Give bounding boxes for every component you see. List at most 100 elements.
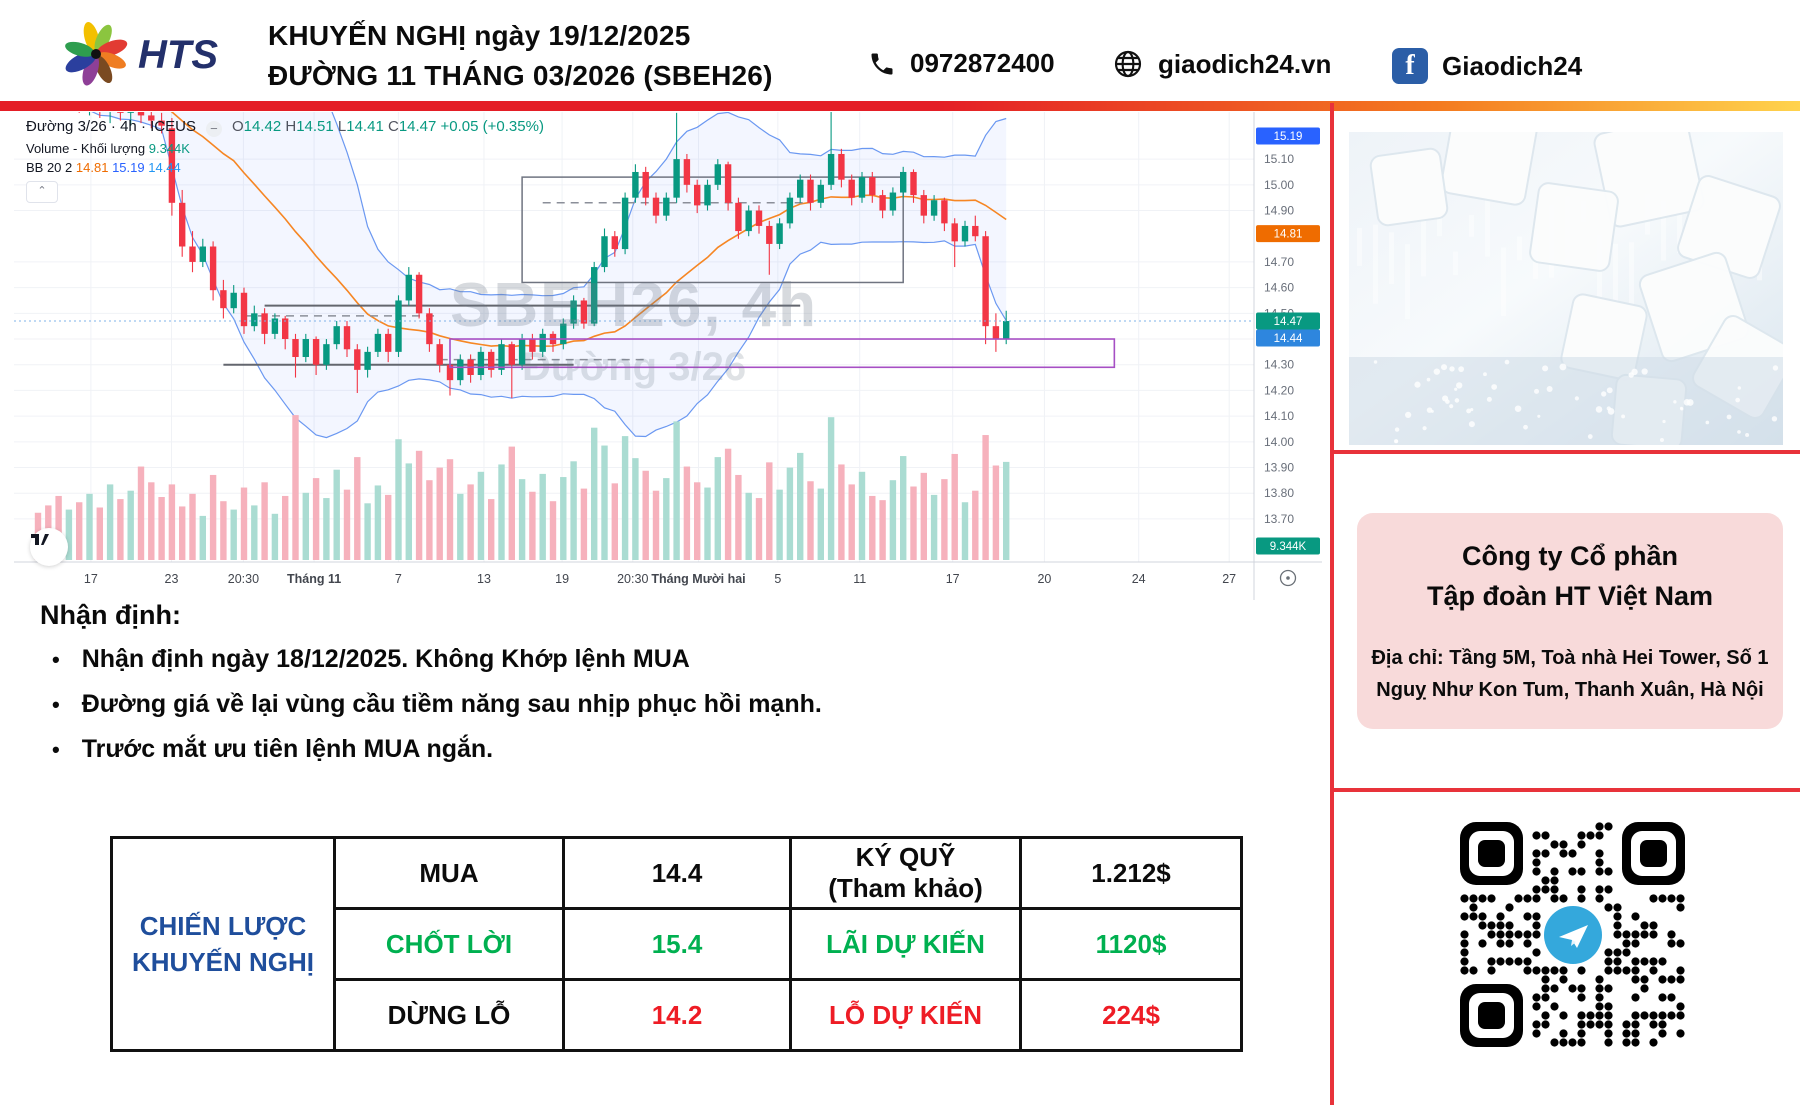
ohlc-low-value: 14.41: [346, 118, 384, 135]
analysis-bullet-2: Đường giá về lại vùng cầu tiềm năng sau …: [52, 690, 1300, 719]
svg-text:13.80: 13.80: [1264, 486, 1294, 500]
strategy-line1: CHIẾN LƯỢC: [139, 911, 307, 941]
svg-text:Tháng 11: Tháng 11: [287, 572, 341, 586]
strategy-header-cell: CHIẾN LƯỢC KHUYẾN NGHỊ: [110, 836, 336, 1052]
facebook-name: Giaodich24: [1442, 50, 1583, 81]
symbol-title: Đường 3/26 · 4h · ICEUS: [26, 118, 196, 135]
take-profit-label-cell: CHỐT LỜI: [333, 907, 565, 981]
analysis-bullet-3: Trước mắt ưu tiên lệnh MUA ngắn.: [52, 735, 1300, 764]
svg-text:14.81: 14.81: [1274, 229, 1303, 241]
bb-lower-value: 14.44: [148, 160, 181, 175]
red-divider-2: [1332, 788, 1800, 792]
svg-text:13.70: 13.70: [1264, 512, 1294, 526]
tradingview-icon: [31, 534, 49, 545]
svg-text:14.20: 14.20: [1264, 383, 1294, 397]
analysis-bullet-1: Nhận định ngày 18/12/2025. Không Khớp lệ…: [52, 645, 1300, 674]
header-gradient-divider: [0, 101, 1800, 111]
take-profit-value-cell: 15.4: [562, 907, 792, 981]
ohlc-change-value: +0.05 (+0.35%): [440, 118, 544, 135]
svg-text:Tháng Mười hai: Tháng Mười hai: [651, 572, 745, 586]
price-chart[interactable]: 15.1015.0014.9014.7014.6014.5014.4014.30…: [14, 112, 1322, 600]
title-line-2: ĐƯỜNG 11 THÁNG 03/2026 (SBEH26): [268, 60, 773, 91]
ohlc-open-label: O: [231, 118, 244, 135]
svg-text:23: 23: [165, 572, 179, 586]
svg-text:14.60: 14.60: [1264, 281, 1294, 295]
collapse-source-icon[interactable]: −: [205, 121, 222, 137]
title-line-1: KHUYẾN NGHỊ ngày 19/12/2025: [268, 20, 691, 51]
ohlc-high-value: 14.51: [296, 118, 334, 135]
svg-text:7: 7: [395, 572, 402, 586]
svg-text:14.10: 14.10: [1264, 409, 1294, 423]
telegram-qr-code: [1448, 810, 1698, 1060]
expected-profit-label-cell: LÃI DỰ KIẾN: [789, 907, 1022, 981]
expected-loss-amount-cell: 224$: [1019, 978, 1243, 1052]
svg-text:5: 5: [774, 572, 781, 586]
svg-text:19: 19: [555, 572, 569, 586]
company-address: Địa chỉ: Tầng 5M, Toà nhà Hei Tower, Số …: [1371, 647, 1769, 701]
ohlc-open-value: 14.42: [243, 118, 282, 135]
logo-pinwheel-icon: [65, 22, 128, 86]
margin-sublabel: (Tham khảo): [828, 873, 983, 903]
ohlc-high-label: H: [285, 118, 297, 135]
table-row-entry: CHIẾN LƯỢC KHUYẾN NGHỊ MUA 14.4 KÝ QUỸ (…: [110, 836, 1243, 1052]
stop-loss-value-cell: 14.2: [562, 978, 792, 1052]
svg-text:17: 17: [84, 572, 98, 586]
facebook-contact: f Giaodich24: [1392, 48, 1582, 84]
svg-text:15.00: 15.00: [1264, 178, 1294, 192]
svg-text:15.10: 15.10: [1264, 152, 1294, 166]
svg-text:9.344K: 9.344K: [1270, 541, 1307, 553]
margin-amount-cell: 1.212$: [1019, 836, 1243, 910]
legend-collapse-button[interactable]: ⌃: [26, 181, 58, 203]
globe-icon: [1114, 50, 1142, 78]
table-row-take-profit: CHỐT LỜI 15.4 LÃI DỰ KIẾN 1120$: [112, 907, 1243, 981]
bb-basis-value: 14.81: [75, 160, 109, 175]
svg-text:14.90: 14.90: [1264, 204, 1294, 218]
company-info-card: Công ty Cổ phần Tập đoàn HT Việt Nam Địa…: [1357, 513, 1783, 729]
analysis-section: Nhận định: Nhận định ngày 18/12/2025. Kh…: [40, 600, 1300, 780]
expected-profit-amount-cell: 1120$: [1019, 907, 1243, 981]
stop-loss-label-cell: DỪNG LỖ: [333, 978, 565, 1052]
svg-text:14.00: 14.00: [1264, 435, 1294, 449]
strategy-table: CHIẾN LƯỢC KHUYẾN NGHỊ MUA 14.4 KÝ QUỸ (…: [110, 836, 1243, 1052]
tradingview-logo-button[interactable]: [30, 528, 68, 566]
svg-text:24: 24: [1132, 572, 1146, 586]
phone-icon: [871, 53, 893, 74]
svg-text:14.47: 14.47: [1274, 316, 1303, 328]
svg-text:15.19: 15.19: [1274, 131, 1303, 143]
svg-text:14.30: 14.30: [1264, 358, 1294, 372]
analysis-bullet-list: Nhận định ngày 18/12/2025. Không Khớp lệ…: [52, 645, 1300, 764]
vertical-red-divider: [1330, 103, 1334, 1105]
bb-label: BB 20 2: [26, 160, 73, 175]
company-name-line1: Công ty Cổ phần: [1462, 541, 1678, 571]
svg-text:20: 20: [1037, 572, 1051, 586]
logo-text: HTS: [138, 33, 218, 77]
svg-text:27: 27: [1222, 572, 1236, 586]
strategy-line2: KHUYẾN NGHỊ: [131, 947, 314, 977]
ohlc-close-value: 14.47: [398, 118, 437, 135]
red-divider-1: [1332, 450, 1800, 454]
entry-label-cell: MUA: [333, 836, 565, 910]
svg-text:17: 17: [946, 572, 960, 586]
website-contact: giaodich24.vn: [1112, 48, 1331, 80]
volume-value: 9.344K: [148, 141, 190, 156]
svg-text:13: 13: [477, 572, 491, 586]
svg-text:20:30: 20:30: [617, 572, 648, 586]
company-name-line2: Tập đoàn HT Việt Nam: [1426, 581, 1714, 611]
bb-upper-value: 15.19: [112, 160, 145, 175]
ohlc-close-label: C: [387, 118, 399, 135]
margin-label: KÝ QUỸ: [855, 842, 956, 872]
sugar-cubes-photo: [1349, 132, 1783, 445]
expected-loss-label-cell: LỖ DỰ KIẾN: [789, 978, 1022, 1052]
margin-label-cell: KÝ QUỸ (Tham khảo): [789, 836, 1022, 910]
entry-value-cell: 14.4: [562, 836, 792, 910]
svg-text:20:30: 20:30: [228, 572, 259, 586]
svg-text:11: 11: [853, 572, 866, 586]
hts-logo: HTS: [65, 22, 218, 86]
analysis-heading: Nhận định:: [40, 600, 181, 630]
chart-canvas[interactable]: 15.1015.0014.9014.7014.6014.5014.4014.30…: [14, 112, 1322, 600]
phone-number: 0972872400: [910, 48, 1055, 78]
facebook-icon: f: [1392, 48, 1428, 84]
website-url: giaodich24.vn: [1158, 48, 1332, 79]
table-row-stop-loss: DỪNG LỖ 14.2 LỖ DỰ KIẾN 224$: [112, 978, 1243, 1052]
